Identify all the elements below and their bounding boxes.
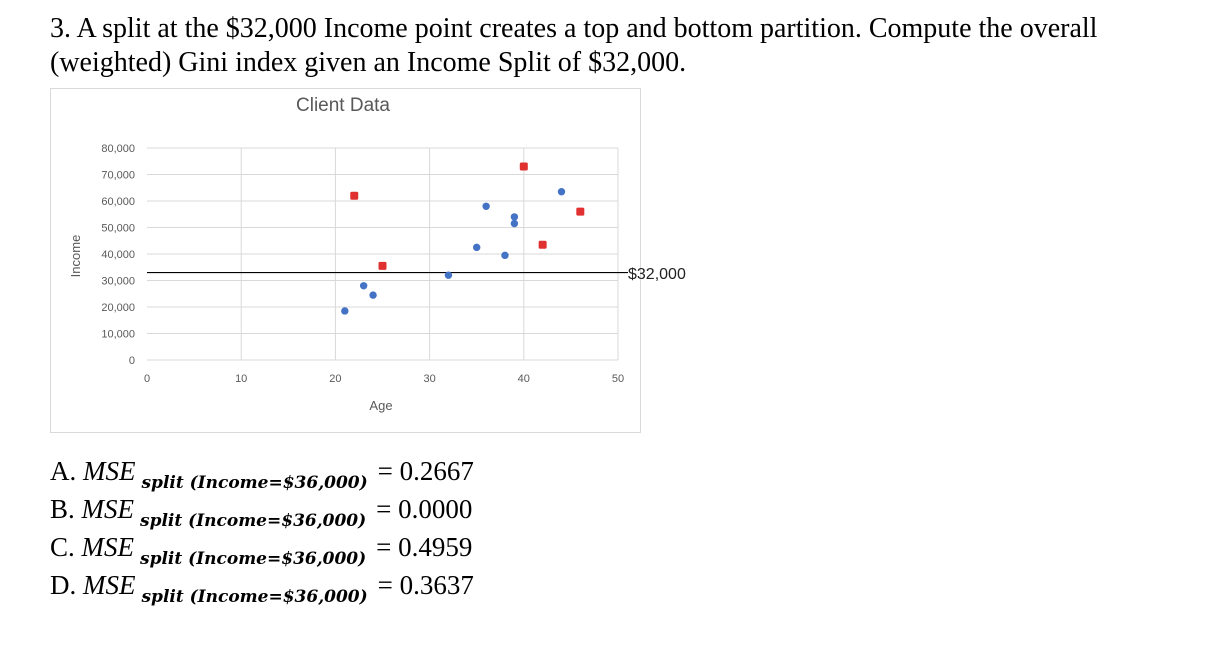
option-value: = 0.4959 <box>376 532 473 562</box>
scatter-chart: Client Data 0 10,000 20,000 30,000 40,000 50,… <box>50 88 641 433</box>
y-tick-label: 30,000 <box>101 276 135 288</box>
x-tick-label: 30 <box>423 373 435 385</box>
option-metric: MSE <box>83 570 136 600</box>
x-tick-label: 0 <box>144 373 150 385</box>
option-letter: C. <box>50 532 75 562</box>
x-tick-label: 50 <box>612 373 624 385</box>
data-point-circle <box>369 291 377 299</box>
answer-options: A. MSE split (Income=$36,000) = 0.2667 B. … <box>50 452 474 607</box>
option-metric: MSE <box>81 532 134 562</box>
option-letter: A. <box>50 456 77 486</box>
data-point-square <box>538 240 547 249</box>
split-line-label: $32,000 <box>628 266 686 283</box>
option-subscript: split (Income=$36,000) <box>140 549 367 569</box>
chart-frame <box>50 88 641 433</box>
data-point-circle <box>473 243 481 252</box>
option-subscript: split (Income=$36,000) <box>141 587 368 607</box>
option-value: = 0.0000 <box>376 494 473 524</box>
data-point-circle <box>557 188 566 196</box>
data-point-circle <box>482 202 490 210</box>
option-a[interactable]: A. MSE split (Income=$36,000) = 0.2667 <box>50 452 474 493</box>
y-tick-label: 50,000 <box>101 223 135 235</box>
y-tick-label: 20,000 <box>101 302 135 314</box>
data-point-square <box>378 261 387 270</box>
data-point-circle <box>510 219 519 228</box>
y-tick-label: 40,000 <box>101 249 135 261</box>
data-point-square <box>576 207 585 216</box>
x-tick-label: 40 <box>518 373 530 385</box>
data-point-circle <box>341 307 349 315</box>
data-point-square <box>350 191 359 200</box>
data-point-square <box>519 162 528 171</box>
option-value: = 0.3637 <box>377 570 474 600</box>
option-metric: MSE <box>83 456 136 486</box>
option-b[interactable]: B. MSE split (Income=$36,000) = 0.0000 <box>50 490 474 531</box>
option-letter: B. <box>50 494 75 524</box>
question-text: 3. A split at the $32,000 Income point c… <box>50 13 1098 78</box>
x-tick-label: 20 <box>329 373 341 385</box>
option-letter: D. <box>50 570 77 600</box>
y-axis-title: Income <box>68 235 83 278</box>
option-c[interactable]: C. MSE split (Income=$36,000) = 0.4959 <box>50 528 474 569</box>
data-point-circle <box>510 213 519 221</box>
y-tick-label: 60,000 <box>101 196 135 208</box>
option-subscript: split (Income=$36,000) <box>141 473 368 493</box>
chart-title: Client Data <box>296 95 390 116</box>
x-tick-label: 10 <box>235 373 247 385</box>
data-point-circle <box>359 282 368 290</box>
y-tick-label: 0 <box>129 355 135 367</box>
y-tick-label: 10,000 <box>101 329 135 341</box>
option-subscript: split (Income=$36,000) <box>140 511 367 531</box>
option-d[interactable]: D. MSE split (Income=$36,000) = 0.3637 <box>50 566 474 607</box>
y-tick-label: 80,000 <box>101 143 135 155</box>
option-value: = 0.2667 <box>377 456 474 486</box>
data-point-circle <box>444 271 453 279</box>
data-point-circle <box>501 251 509 260</box>
x-axis-title: Age <box>369 398 392 413</box>
option-metric: MSE <box>81 494 134 524</box>
y-tick-label: 70,000 <box>101 170 135 182</box>
